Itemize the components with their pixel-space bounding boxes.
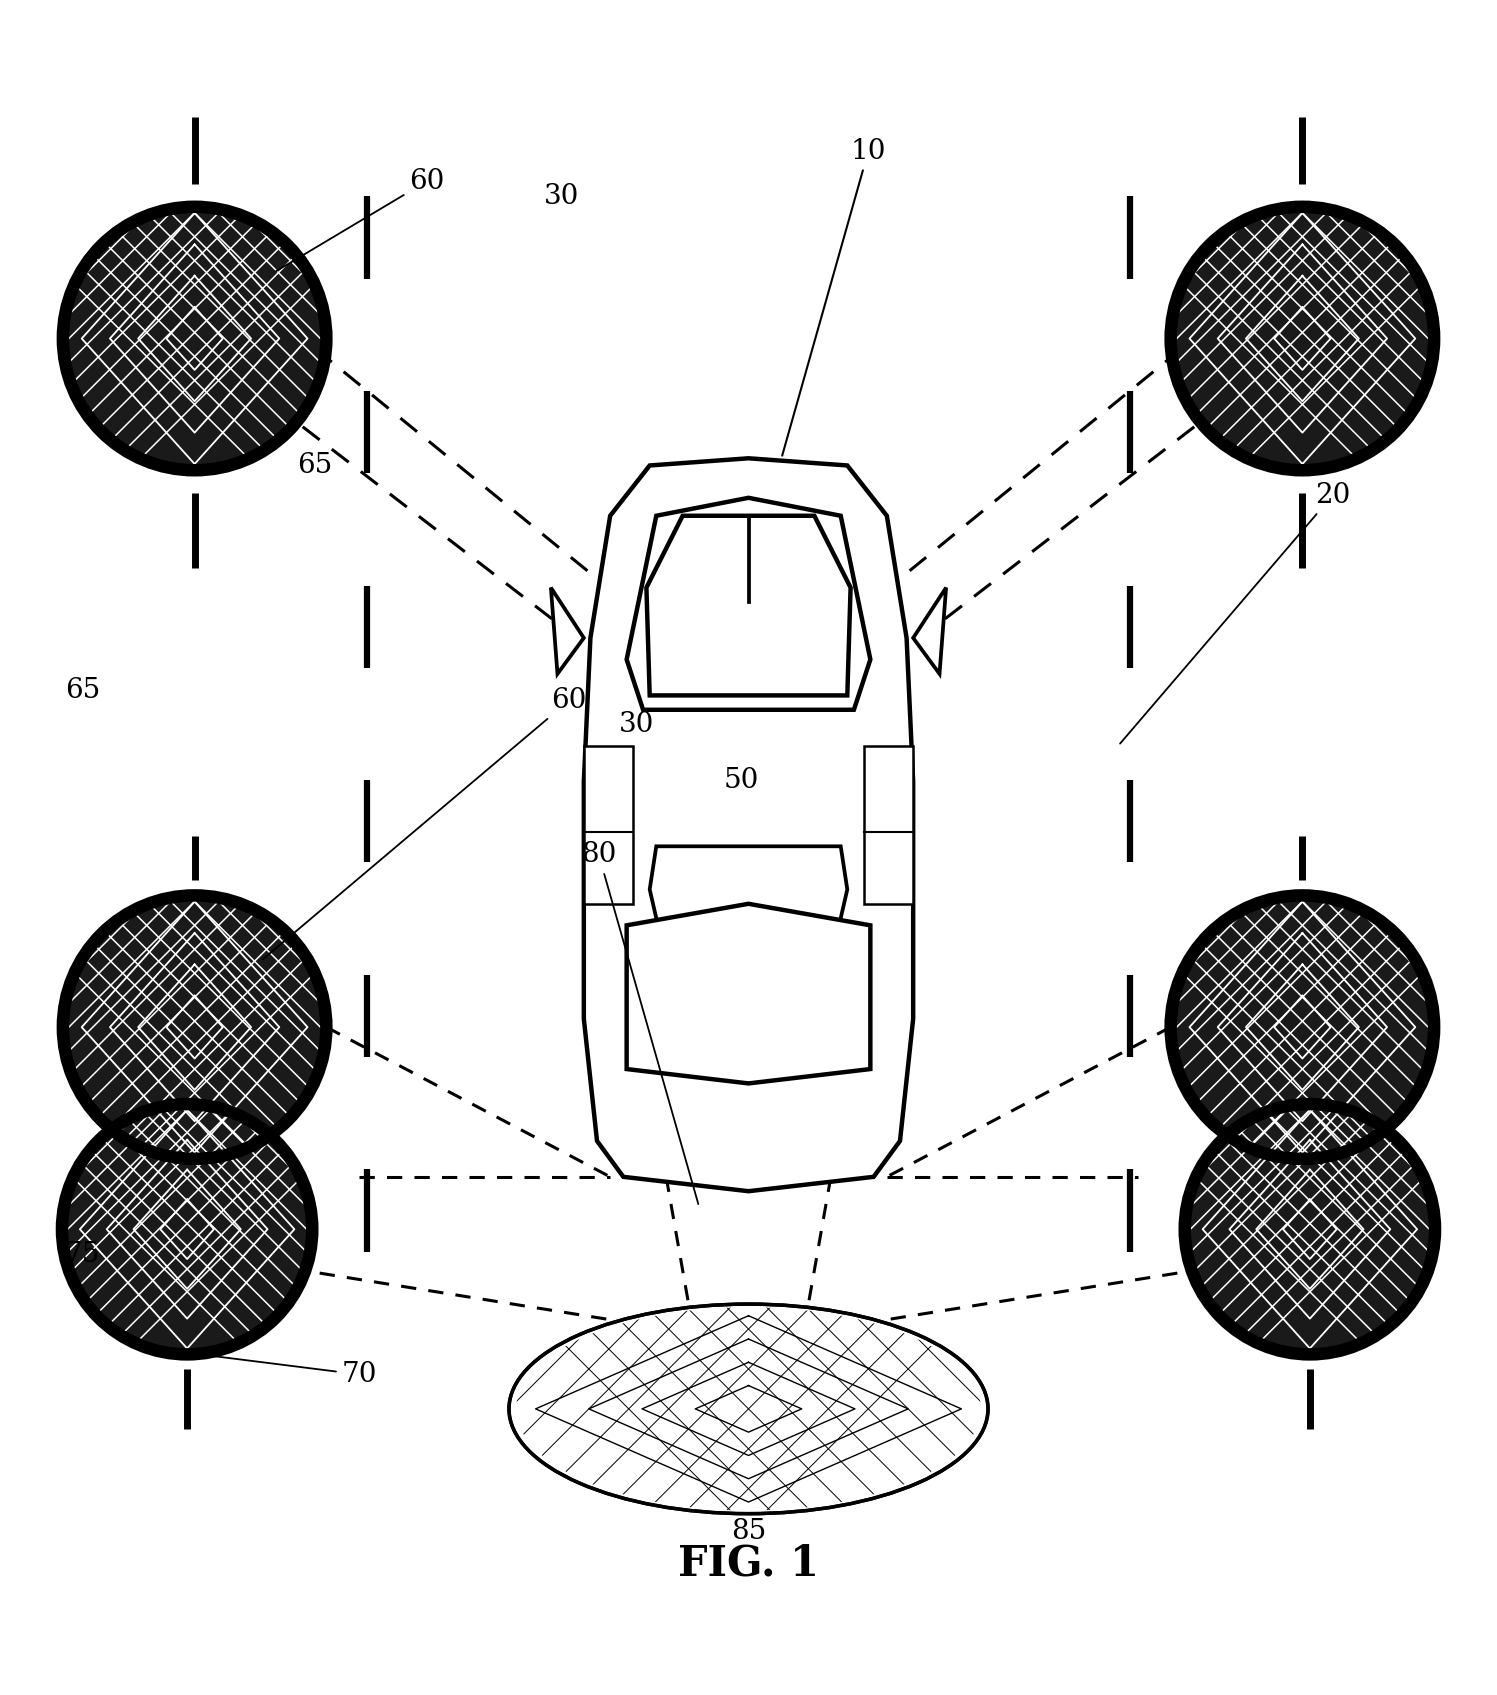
Polygon shape [913, 588, 946, 675]
Circle shape [1171, 895, 1434, 1159]
Polygon shape [627, 498, 870, 710]
Polygon shape [864, 746, 913, 903]
Text: 30: 30 [543, 183, 579, 210]
Circle shape [1171, 207, 1434, 470]
Text: 65: 65 [64, 676, 100, 703]
Text: 60: 60 [275, 168, 445, 271]
Polygon shape [584, 746, 633, 903]
Polygon shape [650, 846, 847, 976]
Circle shape [1184, 1103, 1436, 1354]
Text: FIG. 1: FIG. 1 [678, 1542, 819, 1585]
Text: 10: 10 [783, 137, 886, 456]
Text: 65: 65 [296, 453, 332, 480]
Circle shape [63, 895, 326, 1159]
Circle shape [63, 207, 326, 470]
Polygon shape [584, 458, 913, 1192]
Text: 50: 50 [723, 766, 759, 793]
Circle shape [61, 1103, 313, 1354]
Ellipse shape [509, 1303, 988, 1514]
Text: 75: 75 [64, 1241, 100, 1268]
Polygon shape [551, 588, 584, 675]
Text: 30: 30 [618, 712, 654, 739]
Text: 85: 85 [731, 1519, 766, 1546]
Text: 80: 80 [581, 841, 698, 1203]
Text: 20: 20 [1120, 481, 1350, 744]
Polygon shape [627, 903, 870, 1083]
Text: 70: 70 [150, 1348, 377, 1388]
Text: 60: 60 [262, 686, 587, 959]
Polygon shape [647, 515, 850, 695]
